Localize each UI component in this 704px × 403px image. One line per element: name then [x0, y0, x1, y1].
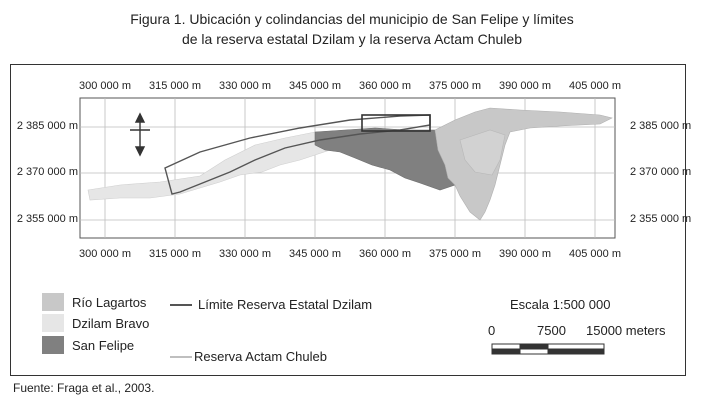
figure-title-line-1: Figura 1. Ubicación y colindancias del m… [130, 11, 574, 27]
tick-bottom-390000: 390 000 m [499, 248, 551, 260]
tick-bottom-345000: 345 000 m [289, 248, 341, 260]
tick-right-2385000: 2 385 000 m [630, 120, 692, 132]
tick-bottom-375000: 375 000 m [429, 248, 481, 260]
legend-dzilam-bravo: Dzilam Bravo [42, 314, 149, 332]
scale-label-15000: 15000 meters [586, 323, 666, 338]
tick-top-315000: 315 000 m [149, 80, 201, 92]
figure-title-line-2: de la reserva estatal Dzilam y la reserv… [181, 31, 523, 47]
tick-bottom-330000: 330 000 m [219, 248, 271, 260]
tick-bottom-405000: 405 000 m [569, 248, 621, 260]
legend-label-rio-lagartos: Río Lagartos [72, 294, 147, 310]
tick-top-390000: 390 000 m [499, 80, 551, 92]
tick-right-2370000: 2 370 000 m [630, 166, 692, 178]
legend-label-dzilam-bravo: Dzilam Bravo [72, 315, 150, 331]
tick-top-375000: 375 000 m [429, 80, 481, 92]
tick-left-2370000: 2 370 000 m [16, 166, 78, 178]
legend-swatch-rio-lagartos [42, 293, 64, 311]
tick-top-360000: 360 000 m [359, 80, 411, 92]
legend-label-dzilam-reserve: Límite Reserva Estatal Dzilam [198, 297, 373, 312]
scale-label-7500: 7500 [537, 323, 566, 338]
tick-top-405000: 405 000 m [569, 80, 621, 92]
tick-bottom-300000: 300 000 m [79, 248, 131, 260]
tick-top-345000: 345 000 m [289, 80, 341, 92]
legend-rio-lagartos: Río Lagartos [42, 293, 146, 311]
tick-left-2385000: 2 385 000 m [16, 120, 78, 132]
legend-swatch-san-felipe [42, 336, 64, 354]
legend-swatch-dzilam-bravo [42, 314, 64, 332]
tick-top-330000: 330 000 m [219, 80, 271, 92]
legend-label-actam-chuleb: Reserva Actam Chuleb [194, 349, 327, 364]
tick-left-2355000: 2 355 000 m [16, 213, 78, 225]
figure-frame [10, 64, 686, 376]
legend-label-san-felipe: San Felipe [72, 337, 135, 353]
tick-top-300000: 300 000 m [79, 80, 131, 92]
tick-right-2355000: 2 355 000 m [630, 213, 692, 225]
scale-label-0: 0 [488, 323, 496, 338]
legend-san-felipe: San Felipe [42, 336, 134, 354]
scale-title: Escala 1:500 000 [510, 297, 611, 312]
tick-bottom-315000: 315 000 m [149, 248, 201, 260]
source-caption: Fuente: Fraga et al., 2003. [13, 381, 155, 395]
tick-bottom-360000: 360 000 m [359, 248, 411, 260]
